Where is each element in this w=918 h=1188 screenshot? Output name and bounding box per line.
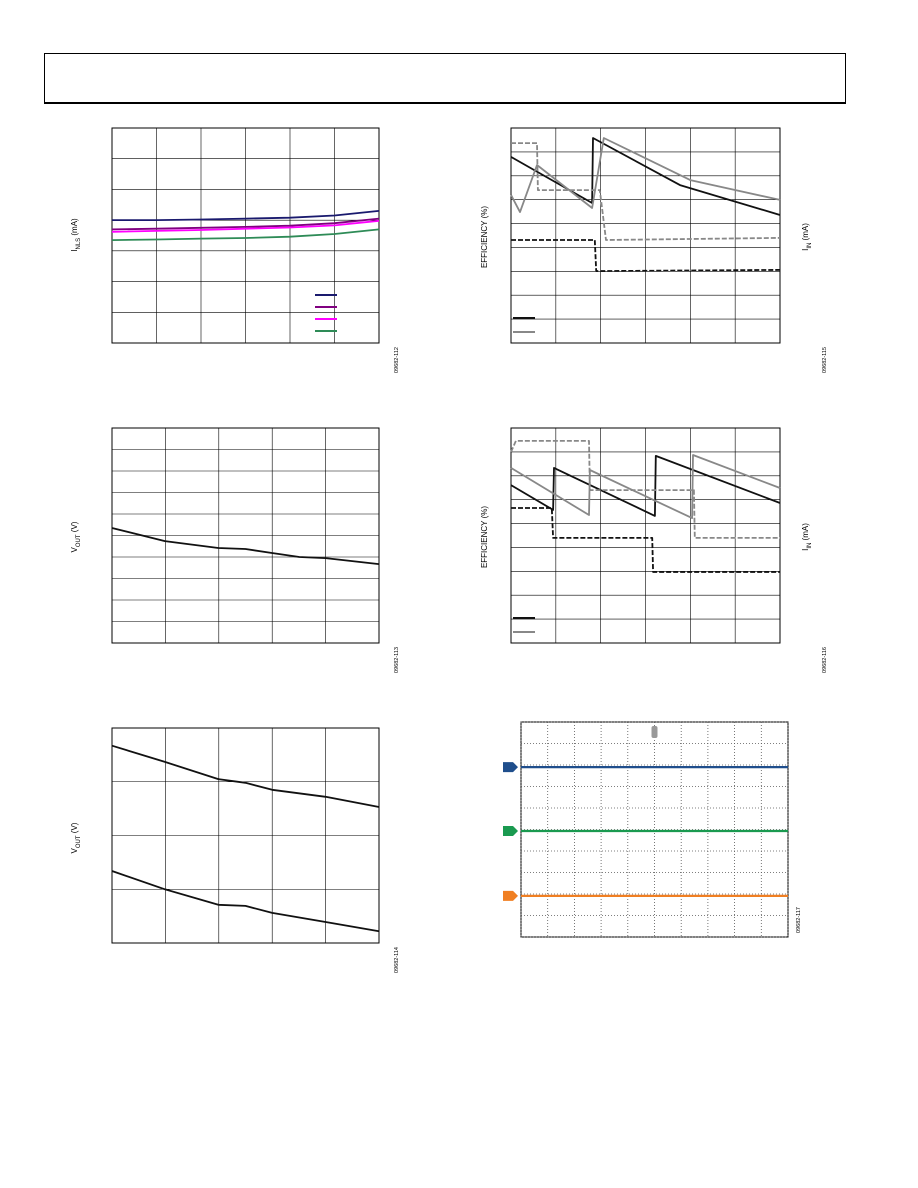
header-box <box>44 53 846 104</box>
series-line <box>111 744 380 808</box>
series-line <box>511 142 781 241</box>
series-line <box>111 527 380 565</box>
axis-label-part: OUT <box>76 835 82 848</box>
chart: INLS (mA) 09682-112 <box>70 127 400 373</box>
chart: VOUT (V) 09682-114 <box>70 727 400 973</box>
axis-label: VOUT (V) <box>70 521 82 552</box>
figure-id: 09682-116 <box>822 647 828 673</box>
figure-id: 09682-113 <box>394 647 400 673</box>
axis-label-part: NLS <box>76 238 82 250</box>
trigger-marker <box>651 726 658 738</box>
axis-label: INLS (mA) <box>70 218 82 252</box>
chart: EFFICIENCY (%) IIN (mA) 09682-115 <box>480 127 828 373</box>
series-line <box>111 219 380 233</box>
axis-label-part: V <box>70 847 79 853</box>
series-line <box>111 228 380 241</box>
chart: EFFICIENCY (%) IIN (mA) 09682-116 <box>480 427 828 673</box>
series-line <box>511 507 780 573</box>
axis-label-part: EFFICIENCY (%) <box>480 206 489 268</box>
series-line <box>511 239 781 272</box>
series-line <box>112 210 380 221</box>
series-line <box>510 454 781 519</box>
axis-label-part: IN <box>807 243 813 249</box>
series-line <box>510 137 781 213</box>
series-line <box>510 440 780 539</box>
axis-label-part: V <box>70 546 79 552</box>
axis-label-part: I <box>801 549 810 551</box>
axis-label-part: (V) <box>70 822 79 835</box>
axis-label: VOUT (V) <box>70 822 82 853</box>
axis-label-part: IN <box>807 543 813 549</box>
axis-label: IIN (mA) <box>801 523 813 551</box>
axis-label-part: (V) <box>70 521 79 534</box>
axis-label-part: (mA) <box>801 223 810 243</box>
series-line <box>111 217 380 231</box>
figure-id: 09682-114 <box>394 947 400 973</box>
axis-label: IIN (mA) <box>801 223 813 251</box>
plot-frame <box>520 721 789 938</box>
chart: 09682-117 <box>503 721 802 938</box>
axis-label-part: I <box>70 250 79 252</box>
channel-marker <box>503 762 518 773</box>
series-line <box>510 455 781 517</box>
figure-id: 09682-115 <box>822 347 828 373</box>
axis-label-part: I <box>801 249 810 251</box>
channel-marker <box>503 890 518 901</box>
axis-label: EFFICIENCY (%) <box>480 206 489 268</box>
series-line <box>111 870 380 933</box>
axis-label-part: (mA) <box>70 218 79 238</box>
chart: VOUT (V) 09682-113 <box>70 427 400 673</box>
axis-label-part: (mA) <box>801 523 810 543</box>
axis-label: EFFICIENCY (%) <box>480 506 489 568</box>
axis-label-part: EFFICIENCY (%) <box>480 506 489 568</box>
figure-id: 09682-117 <box>796 907 802 933</box>
axis-label-part: OUT <box>76 534 82 547</box>
channel-marker <box>503 826 518 837</box>
figure-id: 09682-112 <box>394 347 400 373</box>
